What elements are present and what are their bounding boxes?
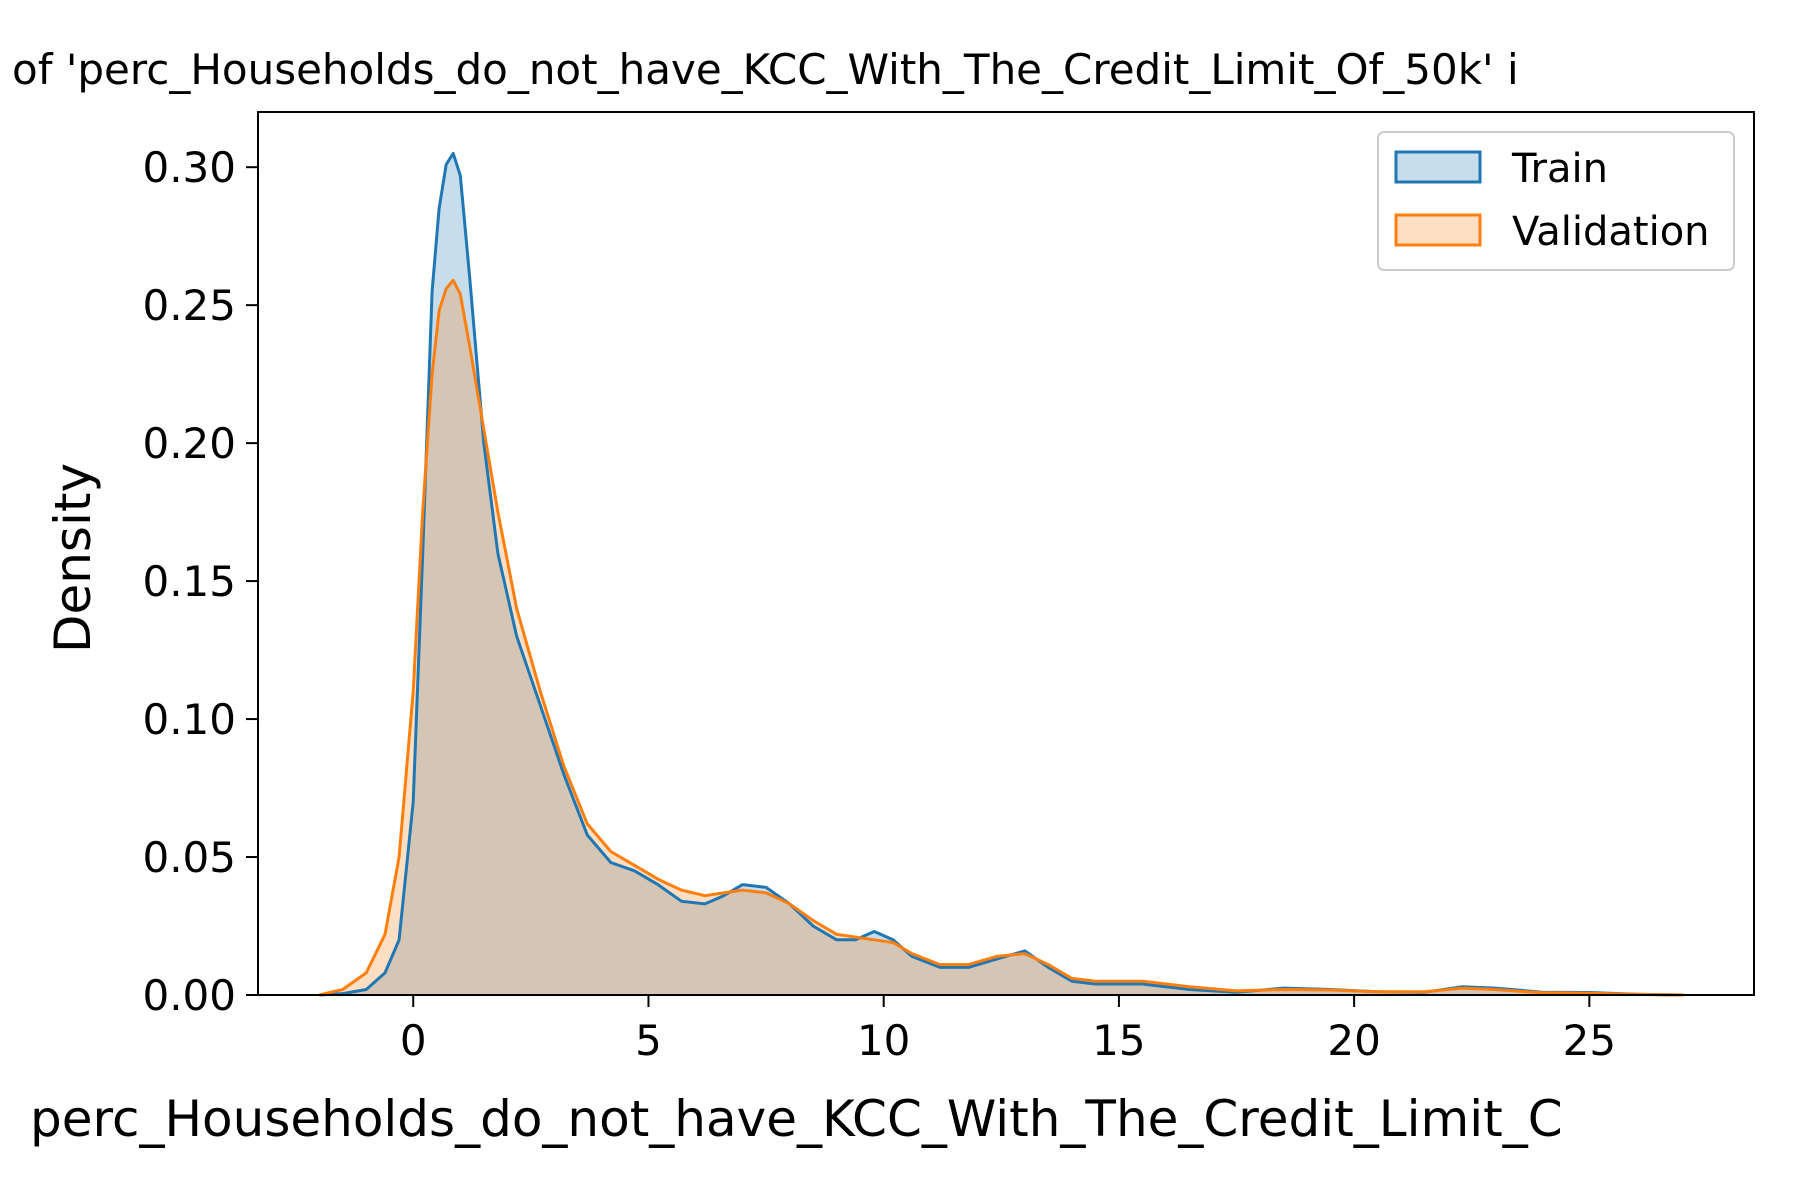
legend-frame xyxy=(1377,131,1735,271)
y-tick-label: 0.00 xyxy=(142,971,236,1020)
y-tick-label: 0.15 xyxy=(142,557,236,606)
y-tick-label: 0.05 xyxy=(142,833,236,882)
x-tick-label: 5 xyxy=(635,1016,662,1065)
x-tick-label: 10 xyxy=(857,1016,910,1065)
y-tick-label: 0.30 xyxy=(142,143,236,192)
y-tick-label: 0.25 xyxy=(142,281,236,330)
plot-area-frame xyxy=(257,111,1755,996)
x-axis-label: perc_Households_do_not_have_KCC_With_The… xyxy=(30,1090,1563,1148)
legend-swatch-train xyxy=(1394,150,1482,184)
x-tick-label: 20 xyxy=(1327,1016,1380,1065)
chart-title: of 'perc_Households_do_not_have_KCC_With… xyxy=(12,45,1519,94)
legend-swatch-validation xyxy=(1394,213,1482,247)
legend-label-train: Train xyxy=(1511,146,1608,192)
x-axis-ticks: 0 5 10 15 20 25 xyxy=(400,995,1616,1065)
legend: Train Validation xyxy=(1377,131,1735,271)
y-tick-label: 0.10 xyxy=(142,695,236,744)
series-lines xyxy=(318,151,1684,997)
x-tick-label: 0 xyxy=(400,1016,427,1065)
y-tick-label: 0.20 xyxy=(142,419,236,468)
series-fill-train xyxy=(319,153,1684,995)
legend-label-validation: Validation xyxy=(1512,209,1710,255)
x-tick-label: 25 xyxy=(1563,1016,1616,1065)
x-tick-label: 15 xyxy=(1092,1016,1145,1065)
series-fills xyxy=(319,153,1684,995)
series-fill-validation xyxy=(319,280,1684,995)
series-line-validation xyxy=(318,278,1684,997)
y-axis-ticks: 0.00 0.05 0.10 0.15 0.20 0.25 0.30 xyxy=(142,143,258,1020)
y-axis-label: Density xyxy=(44,463,102,653)
